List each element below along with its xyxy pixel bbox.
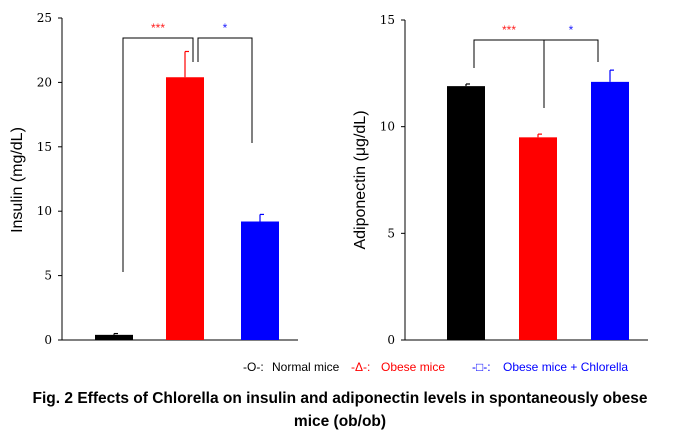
significance-label-normal-obese: *** [151,21,165,35]
significance-label-obese-chlorella: * [223,21,228,35]
y-tick-label: 10 [37,204,52,218]
legend-label-normal: Normal mice [272,360,340,374]
legend: -O-: Normal mice -Δ-: Obese mice -□-: Ob… [243,360,628,374]
y-tick-label: 25 [37,11,52,25]
y-axis-label: Adiponectin (μg/dL) [352,110,369,249]
bar-normal [95,334,133,340]
figure-caption-line-1: Fig. 2 Effects of Chlorella on insulin a… [32,390,648,407]
y-tick-label: 10 [380,120,395,134]
bar-obese [519,137,557,340]
bar-chlorella [591,81,629,340]
y-tick-label: 15 [37,140,52,154]
y-tick-label: 5 [387,226,395,240]
y-tick-label: 0 [44,333,52,347]
significance-label-normal-obese: *** [502,23,516,37]
y-axis-label: Insulin (mg/dL) [9,127,26,233]
legend-marker-normal: -O-: [243,360,264,374]
significance-label-obese-chlorella: * [569,23,574,37]
legend-label-obese: Obese mice [381,360,445,374]
significance-bracket-normal-obese [122,37,194,272]
legend-marker-chlorella: -□-: [472,360,491,374]
y-tick-label: 20 [37,75,52,89]
bar-obese [166,77,204,341]
significance-bracket-obese-chlorella [543,39,599,108]
legend-marker-obese: -Δ-: [351,360,370,374]
significance-bracket-obese-chlorella [197,37,253,143]
bar-normal [447,86,485,340]
y-tick-label: 15 [380,13,395,27]
y-tick-label: 5 [44,269,52,283]
figure-caption-line-2: mice (ob/ob) [293,413,387,430]
bar-chlorella [241,221,279,340]
legend-label-chlorella: Obese mice + Chlorella [503,360,628,374]
y-tick-label: 0 [387,333,395,347]
